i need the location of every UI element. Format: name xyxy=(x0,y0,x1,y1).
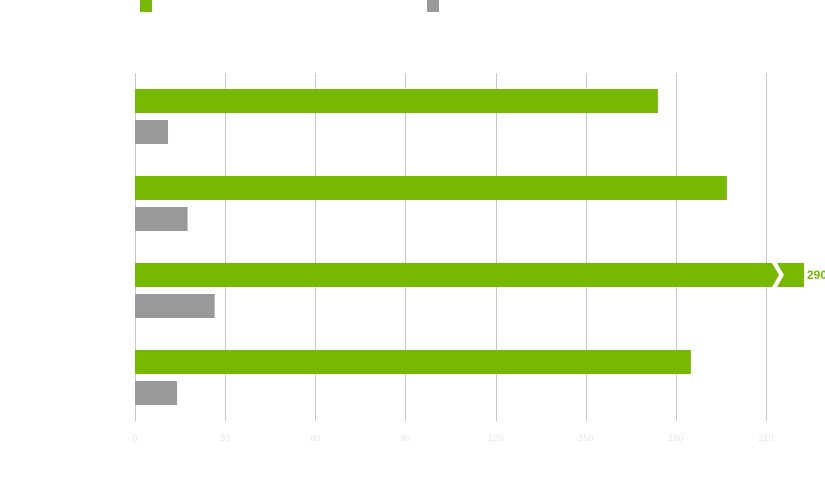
x-tick-label-1: 30 xyxy=(220,433,230,443)
bar-s2-c1 xyxy=(135,120,169,144)
bar-s1-c4 xyxy=(135,350,691,374)
bars: 290 xyxy=(135,89,825,405)
bar-break-cap xyxy=(777,263,804,287)
legend xyxy=(140,0,439,12)
x-tick-label-6: 180 xyxy=(668,433,683,443)
legend-swatch-2 xyxy=(427,0,439,12)
x-axis-ticks: 0 30 60 90 120 150 180 210 xyxy=(132,433,773,443)
bar-s1-c2 xyxy=(135,176,727,200)
bar-s2-c3 xyxy=(135,294,215,318)
x-tick-label-3: 90 xyxy=(400,433,410,443)
legend-swatch-1 xyxy=(140,0,152,12)
x-tick-label-5: 150 xyxy=(578,433,593,443)
bar-s1-c1 xyxy=(135,89,658,113)
bar-s2-c2 xyxy=(135,207,188,231)
x-tick-label-4: 120 xyxy=(488,433,503,443)
x-tick-label-2: 60 xyxy=(310,433,320,443)
bar-break-label: 290 xyxy=(807,268,825,282)
x-tick-label-0: 0 xyxy=(132,433,137,443)
bar-s1-c3 xyxy=(135,263,779,287)
gridlines xyxy=(135,73,767,421)
bar-s2-c4 xyxy=(135,381,178,405)
x-tick-label-7: 210 xyxy=(758,433,773,443)
